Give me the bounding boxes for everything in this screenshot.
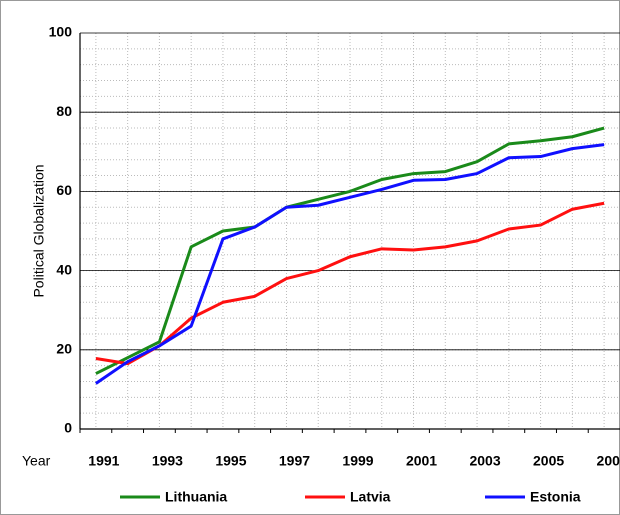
- y-tick-label: 0: [64, 420, 72, 436]
- series-line: [95, 126, 605, 375]
- x-tick-label: 1997: [279, 453, 310, 469]
- x-tick-label: 1999: [342, 453, 373, 469]
- x-tick-label: 1995: [215, 453, 246, 469]
- y-tick-label: 60: [56, 182, 72, 198]
- series-line: [95, 143, 605, 385]
- x-tick-label: 2007: [597, 453, 620, 469]
- legend-label: Latvia: [350, 489, 391, 505]
- x-axis-label: Year: [22, 453, 51, 469]
- y-tick-label: 80: [56, 103, 72, 119]
- series-line: [95, 201, 605, 366]
- x-tick-label: 1993: [152, 453, 183, 469]
- x-tick-label: 2005: [533, 453, 564, 469]
- legend-label: Estonia: [530, 489, 581, 505]
- y-tick-label: 20: [56, 341, 72, 357]
- y-axis-label: Political Globalization: [31, 164, 47, 297]
- y-tick-label: 40: [56, 261, 72, 277]
- x-tick-label: 2001: [406, 453, 437, 469]
- legend-label: Lithuania: [165, 489, 227, 505]
- x-tick-label: 1991: [88, 453, 119, 469]
- x-tick-label: 2003: [469, 453, 500, 469]
- y-tick-label: 100: [49, 24, 73, 40]
